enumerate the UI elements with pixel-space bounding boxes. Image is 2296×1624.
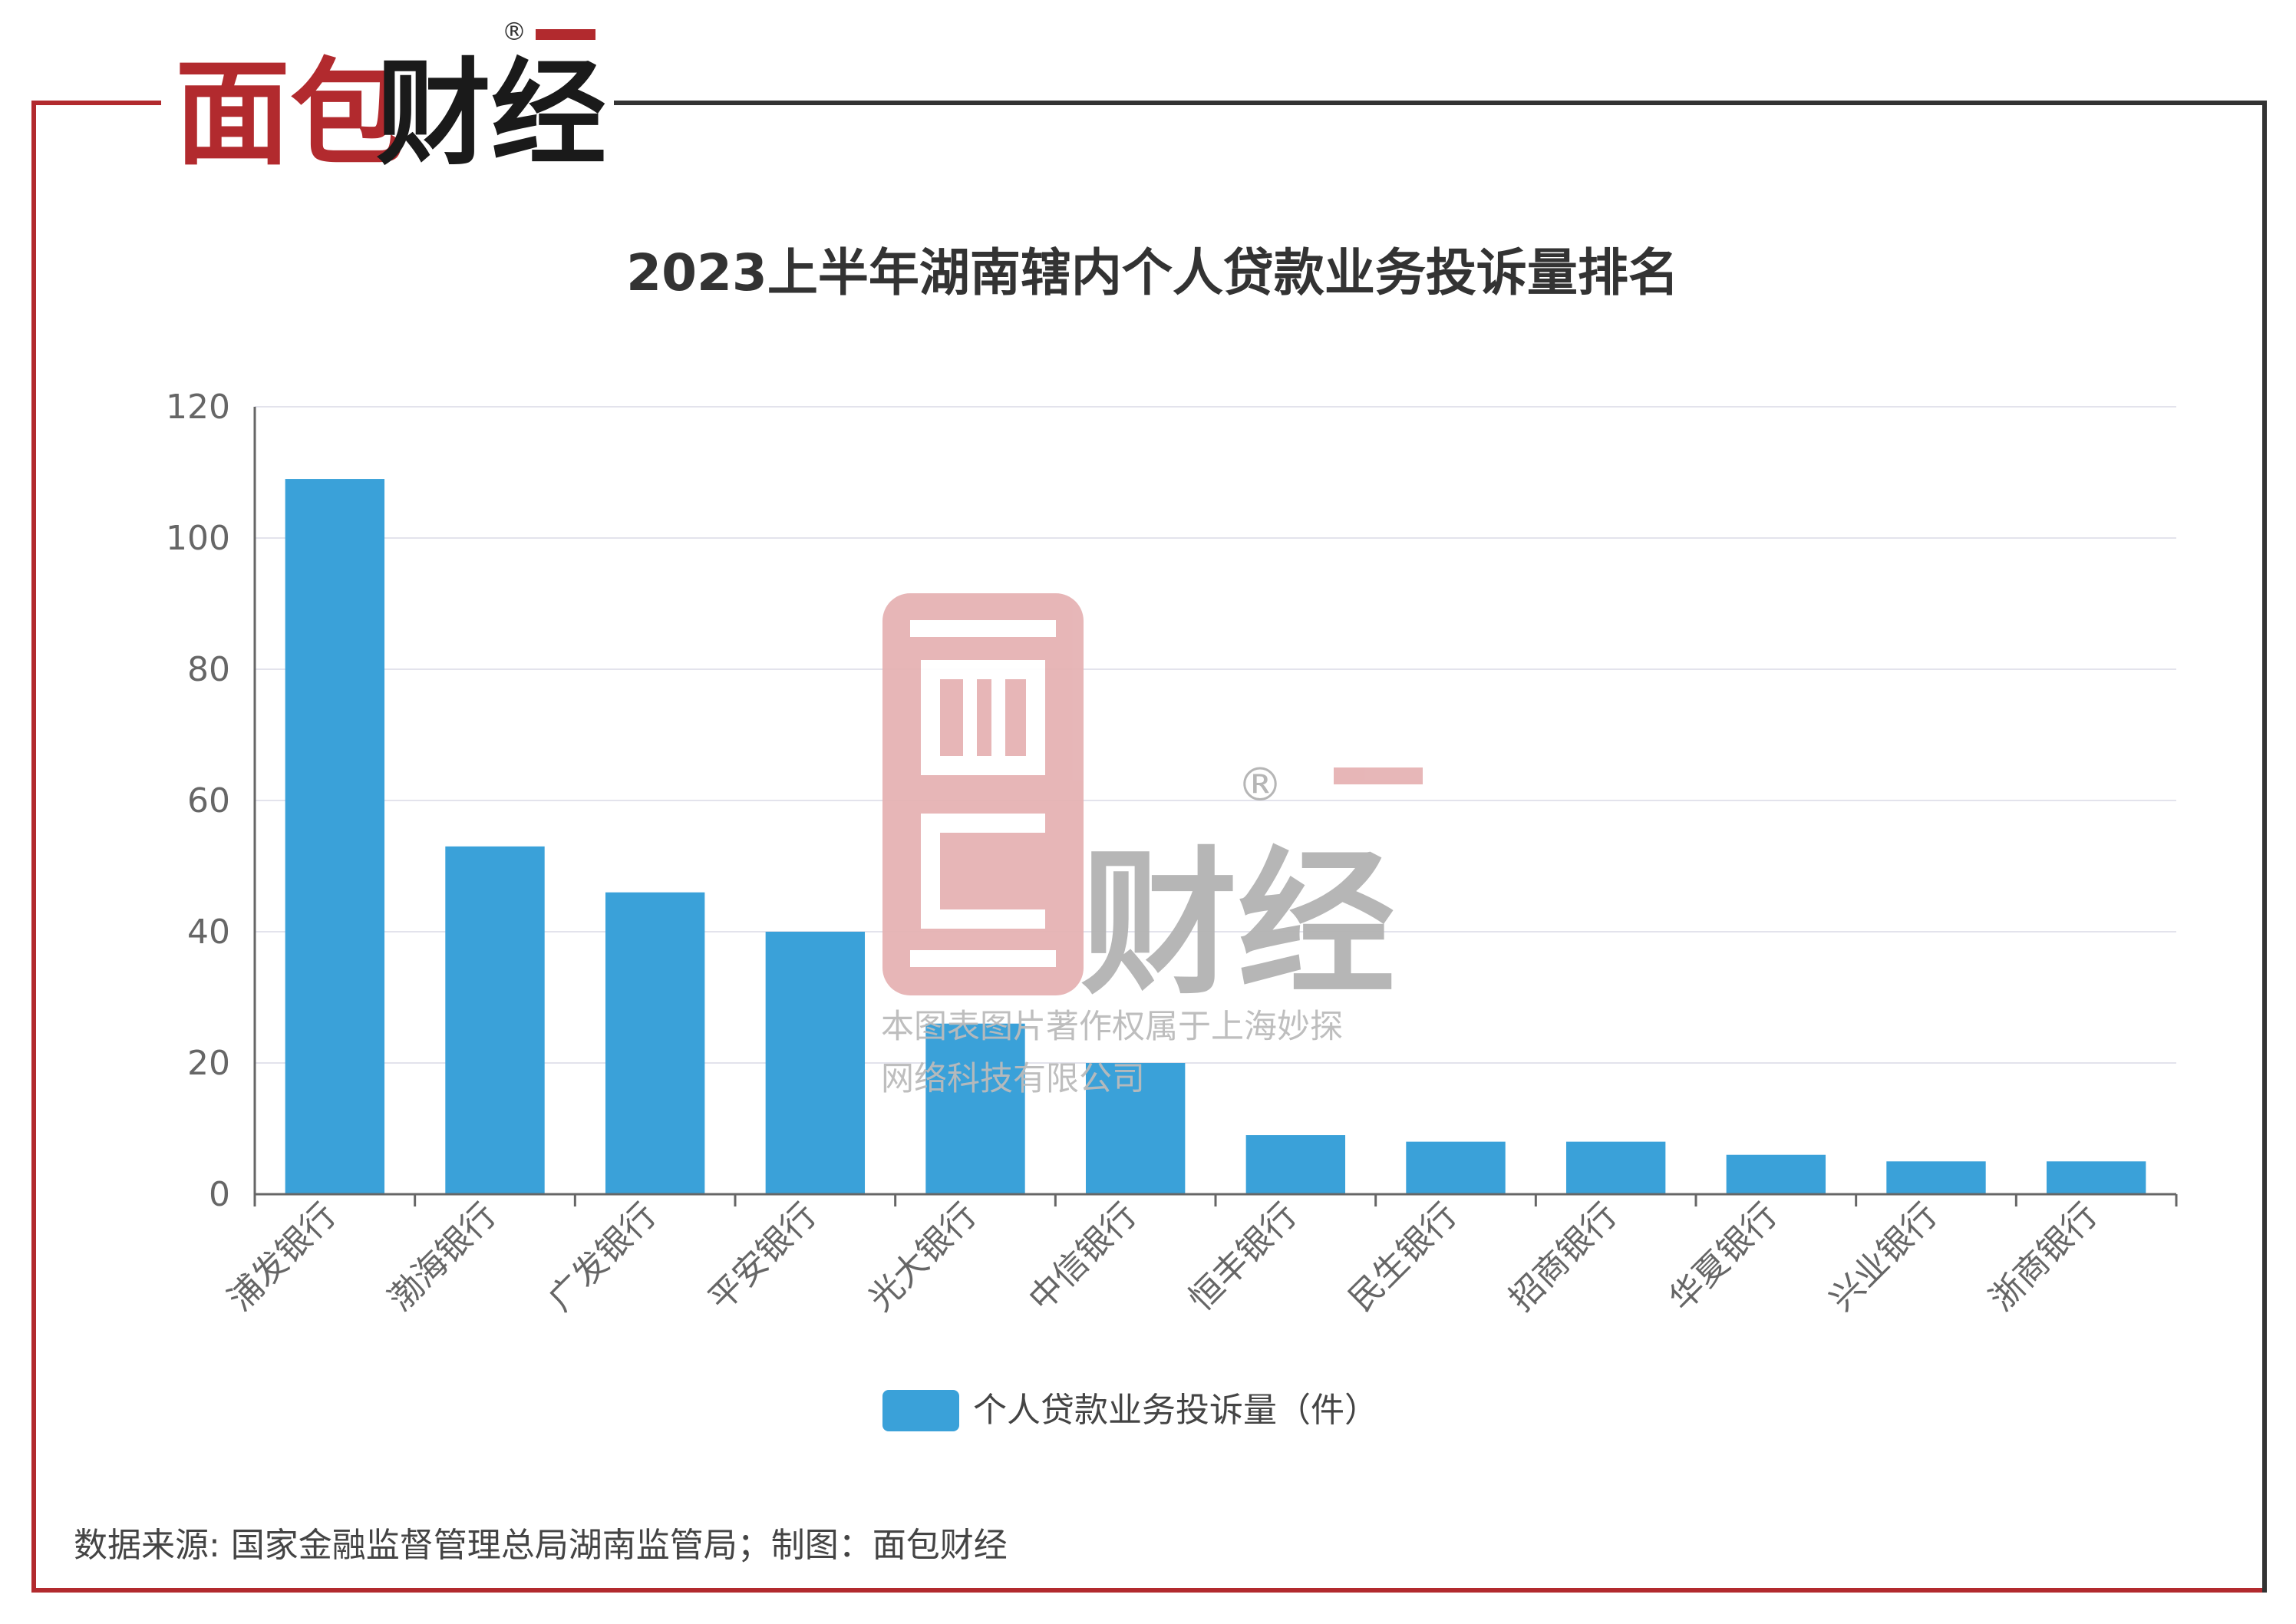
bar: [765, 932, 866, 1194]
brand-logo-text-part1: 面包: [175, 48, 405, 181]
y-tick-label: 20: [187, 1044, 230, 1083]
grid-layer: [255, 406, 2176, 1064]
bar: [1565, 1141, 1666, 1194]
x-tick-label: 广发银行: [541, 1196, 665, 1319]
source-note: 数据来源: 国家金融监督管理总局湖南监管局；制图：面包财经: [74, 1526, 1008, 1565]
y-tick-label: 40: [187, 913, 230, 952]
legend-label: 个人贷款业务投诉量（件）: [973, 1391, 1378, 1430]
x-axis-ticks: 浦发银行 渤海银行 广发银行 平安银行 光大银行 中信银行 恒丰银行 民生银行 招商银行 华夏银行…: [221, 1194, 2178, 1319]
x-tick-label: 中信银行: [1021, 1196, 1145, 1319]
y-tick-label: 60: [187, 781, 230, 820]
bar: [1245, 1135, 1346, 1194]
watermark-logo-text: 财经: [1080, 833, 1395, 1016]
brand-logo-text-part2: 财经: [376, 48, 606, 181]
x-tick-label: 兴业银行: [1822, 1196, 1945, 1319]
legend-swatch: [882, 1390, 959, 1431]
watermark: 财经 ® 本图表图片著作权属于上海妙探 网络科技有限公司: [881, 593, 1423, 1098]
watermark-registered-mark: ®: [1237, 758, 1283, 812]
bar: [2046, 1161, 2146, 1194]
y-tick-label: 0: [209, 1175, 230, 1214]
watermark-logo: 财经 ®: [882, 593, 1423, 1016]
bar: [445, 846, 545, 1194]
x-tick-label: 华夏银行: [1662, 1196, 1786, 1319]
brand-logo: 面包 财经 ®: [175, 17, 606, 181]
chart-title: 2023上半年湖南辖内个人贷款业务投诉量排名: [626, 243, 1679, 302]
brand-registered-mark: ®: [502, 17, 526, 46]
legend: 个人贷款业务投诉量（件）: [882, 1390, 1378, 1431]
x-tick-label: 光大银行: [861, 1196, 985, 1319]
x-tick-label: 平安银行: [701, 1196, 825, 1319]
x-tick-label: 浙商银行: [1982, 1196, 2106, 1319]
x-tick-label: 招商银行: [1502, 1196, 1625, 1319]
y-axis-ticks: 0 20 40 60 80 100 120: [166, 388, 230, 1214]
y-tick-label: 80: [187, 650, 230, 689]
x-tick-label: 民生银行: [1341, 1196, 1465, 1319]
bar-layer: [285, 479, 2146, 1194]
x-tick-label: 渤海银行: [381, 1196, 504, 1319]
bar: [925, 1023, 1025, 1194]
x-tick-label: 恒丰银行: [1182, 1196, 1305, 1319]
y-tick-label: 120: [166, 388, 230, 427]
x-tick-label: 浦发银行: [221, 1196, 345, 1319]
bar: [1085, 1063, 1186, 1194]
brand-logo-accent: [536, 29, 595, 40]
bar: [285, 479, 385, 1194]
bar: [1726, 1154, 1826, 1194]
bar: [1406, 1141, 1506, 1194]
watermark-notice-line2: 网络科技有限公司: [881, 1060, 1145, 1098]
watermark-notice-line1: 本图表图片著作权属于上海妙探: [881, 1008, 1343, 1046]
y-tick-label: 100: [166, 519, 230, 558]
frame-border: [31, 101, 2267, 1593]
bar: [1886, 1161, 1986, 1194]
bar: [605, 892, 705, 1194]
